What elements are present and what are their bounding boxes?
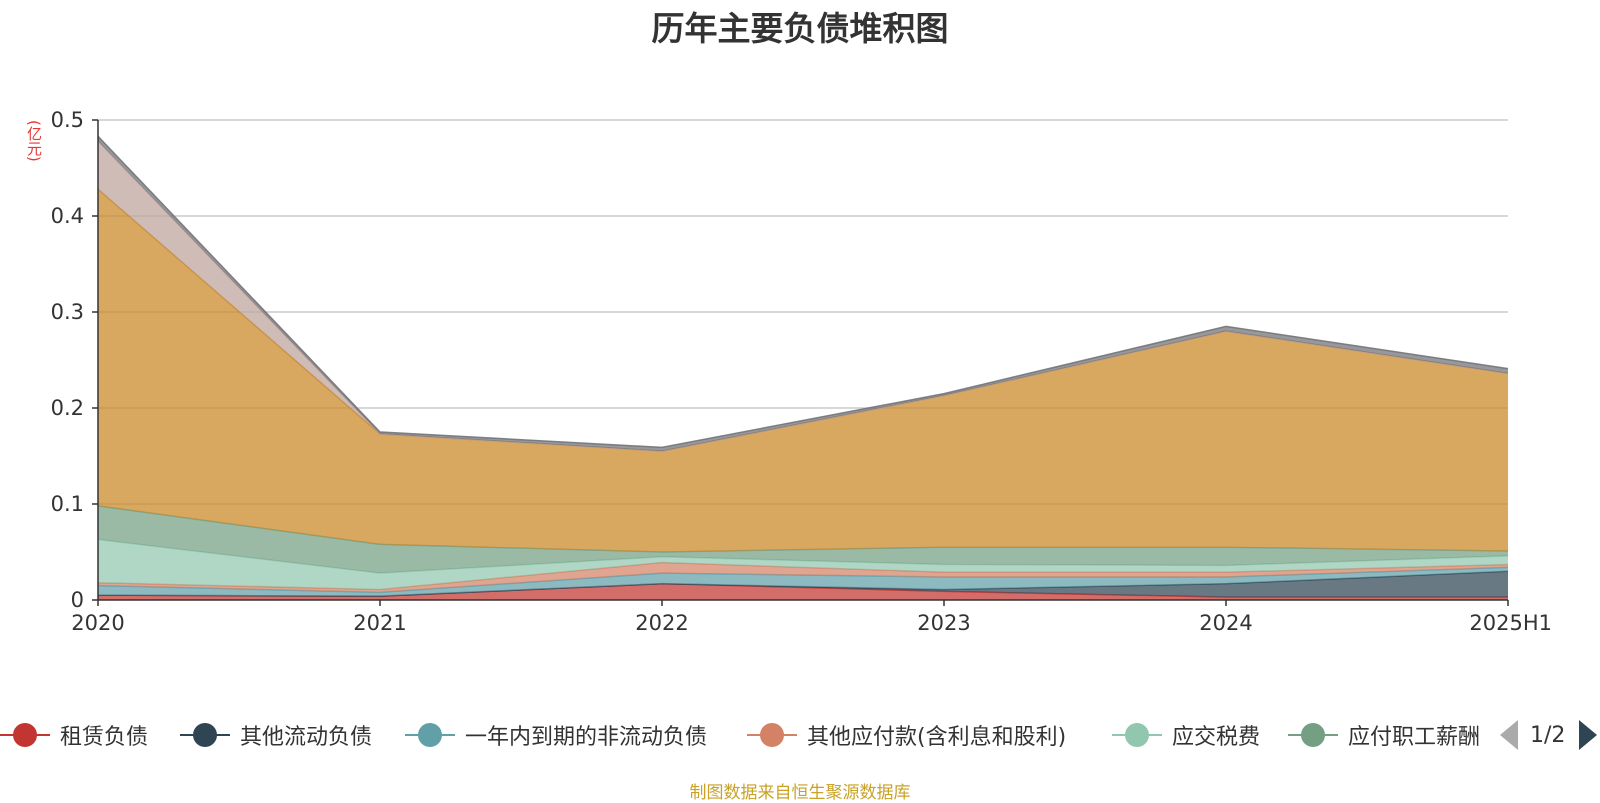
area-series-1 xyxy=(98,571,1508,598)
stacked-area-chart: 0 0.1 0.2 0.3 0.4 0.5 2020 2021 2022 2023 2024 2025… xyxy=(51,108,1552,635)
x-tick-label: 2024 xyxy=(1199,611,1252,635)
legend-item[interactable]: 应付职工薪酬 xyxy=(1288,714,1480,756)
y-tick-label: 0.2 xyxy=(51,396,84,420)
y-tick-label: 0.3 xyxy=(51,300,84,324)
legend-label: 其他应付款(含利息和股利) xyxy=(807,725,1067,750)
y-tick-label: 0.1 xyxy=(51,492,84,516)
legend-marker-icon xyxy=(747,722,797,748)
legend-item[interactable]: 其他应付款(含利息和股利) xyxy=(747,714,1066,756)
x-tick-label: 2021 xyxy=(353,611,406,635)
legend-pager: 1/2 xyxy=(1500,718,1598,752)
area-series-line-8 xyxy=(97,135,1509,449)
x-tick-label: 2025H1 xyxy=(1469,611,1552,635)
legend-label: 其他流动负债 xyxy=(240,725,373,750)
chart-title: 历年主要负债堆积图 xyxy=(651,9,949,48)
legend-marker-icon xyxy=(1112,722,1162,748)
y-axis-unit: (亿元) xyxy=(25,120,43,162)
area-series-line-4 xyxy=(97,538,1509,574)
area-series-2 xyxy=(98,567,1508,597)
legend-prev-arrow-icon[interactable] xyxy=(1500,720,1518,750)
area-series-5 xyxy=(98,505,1508,574)
y-tick-label: 0.4 xyxy=(51,204,84,228)
legend-marker-icon xyxy=(405,722,455,748)
area-series-3 xyxy=(98,562,1508,593)
legend-page-number: 1/2 xyxy=(1530,722,1566,748)
y-tick-label: 0 xyxy=(71,588,84,612)
legend-label: 租赁负债 xyxy=(60,725,149,750)
legend-marker-icon xyxy=(0,722,50,748)
legend-label: 应付职工薪酬 xyxy=(1348,725,1480,750)
x-tick-label: 2022 xyxy=(635,611,688,635)
area-series-6 xyxy=(98,189,1508,552)
legend-item[interactable]: 一年内到期的非流动负债 xyxy=(405,714,707,756)
legend-item[interactable]: 其他流动负债 xyxy=(180,714,372,756)
data-source-note: 制图数据来自恒生聚源数据库 xyxy=(689,783,911,803)
x-tick-label: 2023 xyxy=(917,611,970,635)
y-tick-label: 0.5 xyxy=(51,108,84,132)
area-series-4 xyxy=(98,539,1508,590)
legend-label: 应交税费 xyxy=(1172,725,1261,750)
legend-item[interactable]: 租赁负债 xyxy=(0,714,148,756)
x-tick-label: 2020 xyxy=(71,611,124,635)
legend-next-arrow-icon[interactable] xyxy=(1579,720,1598,750)
legend-item[interactable]: 应交税费 xyxy=(1112,714,1260,756)
legend-marker-icon xyxy=(1288,722,1338,748)
legend-marker-icon xyxy=(180,722,230,748)
legend-label: 一年内到期的非流动负债 xyxy=(465,725,708,750)
legend: 租赁负债 其他流动负债 一年内到期的非流动负债 其他应付款(含利息和股利) 应交税费 应付… xyxy=(0,714,1600,756)
